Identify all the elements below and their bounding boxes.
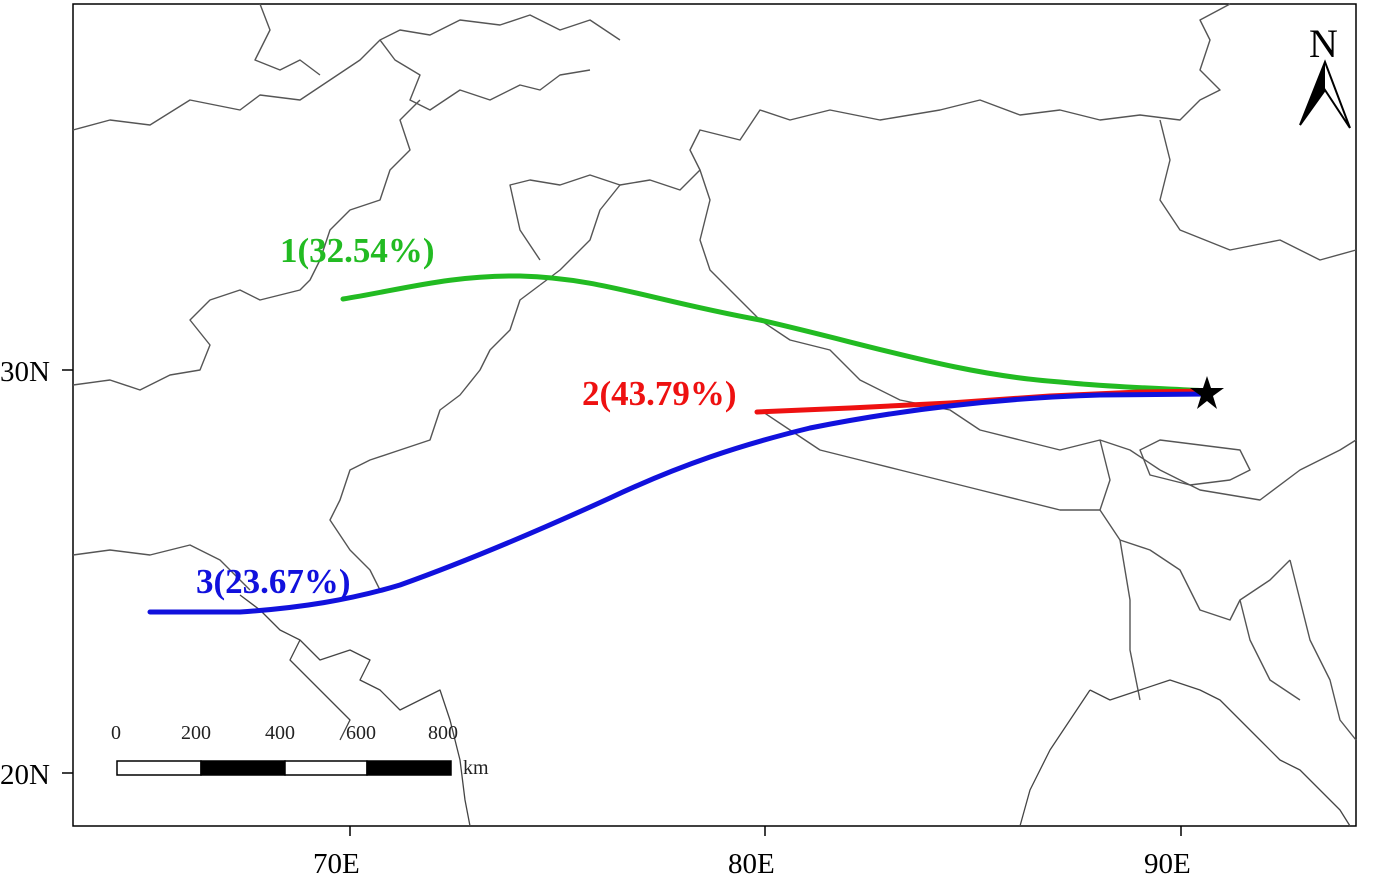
trajectory-1-line [340,273,1210,394]
scale-unit: km [463,757,489,779]
country-borders [72,3,1357,741]
axis-ticks [62,369,1182,836]
trajectory-3-line [147,391,1210,615]
lon-label-90e: 90E [1144,848,1191,880]
scale-tick-0: 0 [111,722,121,744]
lon-label-80e: 80E [728,848,775,880]
map-frame [72,3,1357,827]
scale-tick-600: 600 [346,722,376,744]
lat-label-30n: 30N [0,356,50,388]
star-icon [1190,376,1224,409]
lon-label-70e: 70E [313,848,360,880]
trajectory-2-label: 2(43.79%) [582,374,737,413]
scale-tick-200: 200 [181,722,211,744]
lat-label-20n: 20N [0,759,50,791]
scale-bar: 0 200 400 600 800 km [111,722,489,779]
north-letter: N [1309,21,1338,66]
scale-tick-800: 800 [428,722,458,744]
coastline [239,594,1351,827]
scale-tick-400: 400 [265,722,295,744]
trajectory-3-label: 3(23.67%) [196,562,351,601]
trajectory-1-label: 1(32.54%) [280,231,435,270]
north-arrow: N [1299,21,1351,129]
